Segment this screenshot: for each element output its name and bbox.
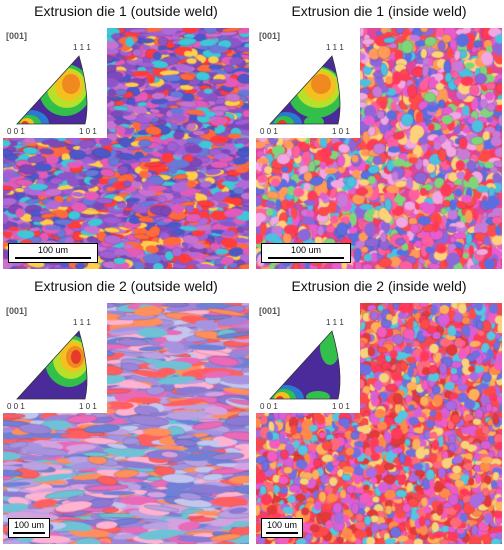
scale-bar-line xyxy=(266,532,298,534)
panel-die2-inside: Extrusion die 2 (inside weld) [001] xyxy=(256,275,502,550)
panel-title: Extrusion die 2 (inside weld) xyxy=(291,278,467,294)
scale-bar-label: 100 um xyxy=(13,520,45,530)
ipf-legend: [001] 1 1 1 0 0 1 xyxy=(256,28,360,138)
ipf-direction-label: [001] xyxy=(259,306,281,316)
ipf-triangle: 1 1 1 0 0 1 1 0 1 xyxy=(260,43,350,136)
scale-bar: 100 um xyxy=(8,243,98,263)
scale-bar: 100 um xyxy=(261,243,351,263)
ipf-corner-left: 0 0 1 xyxy=(260,127,278,136)
ipf-legend: [001] 1 1 1 0 0 1 1 0 1 xyxy=(3,303,107,413)
scale-bar-line xyxy=(15,257,91,259)
ipf-corner-left: 0 0 1 xyxy=(260,402,278,411)
ipf-corner-left: 0 0 1 xyxy=(7,402,25,411)
panel-title: Extrusion die 2 (outside weld) xyxy=(34,278,218,294)
scale-bar: 100 um xyxy=(8,518,50,538)
ipf-corner-right: 1 0 1 xyxy=(79,402,97,411)
panel-die2-outside: Extrusion die 2 (outside weld) [001] 1 1… xyxy=(3,275,249,550)
panel-die1-inside: Extrusion die 1 (inside weld) [001] xyxy=(256,0,502,275)
ipf-direction-label: [001] xyxy=(259,31,281,41)
ipf-triangle: 1 1 1 0 0 1 1 0 1 xyxy=(7,43,97,136)
ipf-legend: [001] 1 1 1 0 0 1 xyxy=(3,28,107,138)
scale-bar: 100 um xyxy=(261,518,303,538)
scale-bar-label: 100 um xyxy=(290,245,322,255)
ebsd-map: [001] 1 1 1 0 0 1 xyxy=(256,28,502,269)
ipf-corner-top: 1 1 1 xyxy=(73,318,91,327)
scale-bar-label: 100 um xyxy=(266,520,298,530)
ebsd-map: [001] 1 1 1 0 0 1 1 0 1 xyxy=(3,303,249,544)
ipf-corner-top: 1 1 1 xyxy=(326,43,344,52)
ebsd-map: [001] 1 1 1 0 0 1 1 0 1 xyxy=(256,303,502,544)
ipf-corner-top: 1 1 1 xyxy=(326,318,344,327)
ipf-triangle: 1 1 1 0 0 1 1 0 1 xyxy=(260,318,350,411)
panel-title: Extrusion die 1 (inside weld) xyxy=(291,3,467,19)
ipf-corner-right: 1 0 1 xyxy=(332,127,350,136)
ipf-triangle: 1 1 1 0 0 1 1 0 1 xyxy=(7,318,97,411)
ipf-corner-right: 1 0 1 xyxy=(332,402,350,411)
ipf-corner-left: 0 0 1 xyxy=(7,127,25,136)
scale-bar-label: 100 um xyxy=(37,245,69,255)
ebsd-map: [001] 1 1 1 0 0 1 xyxy=(3,28,249,269)
ipf-corner-right: 1 0 1 xyxy=(79,127,97,136)
ipf-legend: [001] 1 1 1 0 0 1 1 0 1 xyxy=(256,303,360,413)
ipf-direction-label: [001] xyxy=(6,306,28,316)
ipf-corner-top: 1 1 1 xyxy=(73,43,91,52)
scale-bar-line xyxy=(268,257,344,259)
panel-title: Extrusion die 1 (outside weld) xyxy=(34,3,218,19)
panel-die1-outside: Extrusion die 1 (outside weld) [001] xyxy=(3,0,249,275)
ipf-direction-label: [001] xyxy=(6,31,28,41)
scale-bar-line xyxy=(13,532,45,534)
